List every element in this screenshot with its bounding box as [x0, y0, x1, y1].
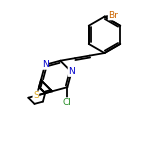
- Text: Cl: Cl: [63, 98, 72, 107]
- Text: S: S: [33, 91, 39, 100]
- Text: Br: Br: [108, 11, 118, 20]
- Text: N: N: [42, 60, 48, 69]
- Text: N: N: [68, 67, 75, 76]
